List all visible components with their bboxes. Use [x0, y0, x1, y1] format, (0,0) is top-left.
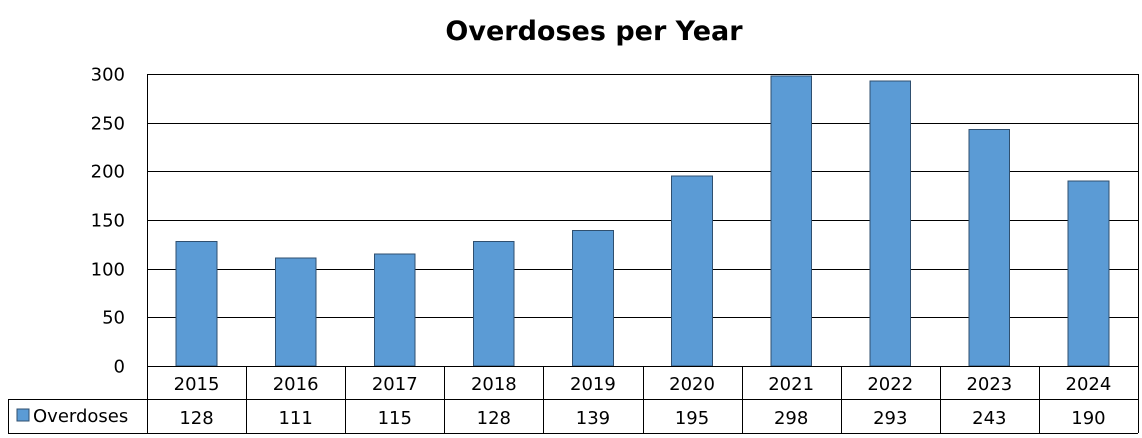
y-tick-label-50: 50 — [102, 308, 125, 329]
bar-2022 — [869, 80, 912, 367]
x-tick-label-2023: 2023 — [966, 374, 1012, 395]
x-tick-label-2020: 2020 — [669, 374, 715, 395]
y-tick-label-150: 150 — [91, 211, 125, 232]
y-tick-label-300: 300 — [91, 65, 125, 86]
legend-swatch — [16, 408, 30, 422]
chart-title: Overdoses per Year — [445, 16, 743, 47]
x-tick-label-2018: 2018 — [471, 374, 517, 395]
bar-2021 — [770, 75, 812, 367]
y-tick-label-0: 0 — [114, 357, 125, 378]
bar-2020 — [671, 175, 713, 367]
bar-2016 — [274, 257, 317, 367]
table-value-2019: 139 — [576, 408, 610, 429]
table-value-2022: 293 — [873, 408, 907, 429]
y-tick-label-100: 100 — [91, 260, 125, 281]
x-tick-label-2024: 2024 — [1066, 374, 1112, 395]
table-value-2015: 128 — [179, 408, 213, 429]
table-value-2021: 298 — [774, 408, 808, 429]
table-value-2023: 243 — [972, 408, 1006, 429]
x-tick-label-2015: 2015 — [174, 374, 220, 395]
bar-2023 — [968, 128, 1011, 367]
y-axis: 0 50 100 150 200 250 300 — [91, 65, 125, 378]
bar-2018 — [473, 240, 515, 367]
bars — [175, 75, 1110, 367]
bar-2024 — [1067, 180, 1110, 367]
table-value-2017: 115 — [378, 408, 412, 429]
table-value-2016: 111 — [278, 408, 312, 429]
x-tick-label-2017: 2017 — [372, 374, 418, 395]
x-tick-label-2016: 2016 — [273, 374, 319, 395]
table-value-2024: 190 — [1071, 408, 1105, 429]
y-tick-label-250: 250 — [91, 114, 125, 135]
table-value-2018: 128 — [477, 408, 511, 429]
data-table: 2015 128 2016 111 2017 115 2018 128 2019 139 2020 1… — [8, 366, 1139, 434]
legend-label: Overdoses — [33, 406, 128, 427]
bar-2015 — [175, 240, 218, 367]
x-tick-label-2021: 2021 — [768, 374, 814, 395]
bar-2017 — [373, 253, 416, 367]
table-value-2020: 195 — [675, 408, 709, 429]
bar-2019 — [572, 230, 614, 367]
x-tick-label-2019: 2019 — [570, 374, 616, 395]
x-tick-label-2022: 2022 — [867, 374, 913, 395]
y-tick-label-200: 200 — [91, 162, 125, 183]
